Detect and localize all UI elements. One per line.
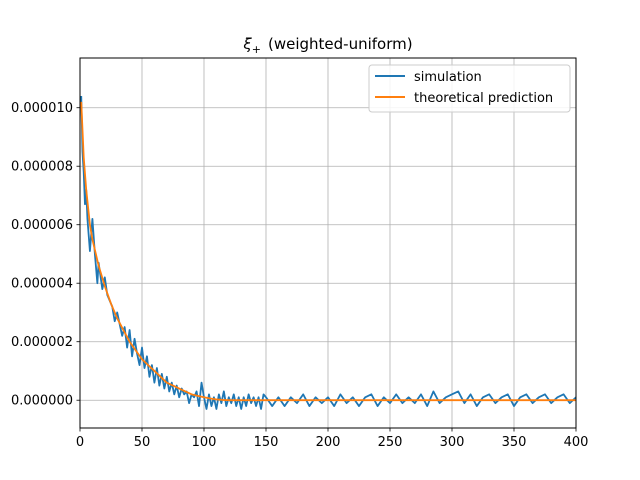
y-tick-label: 0.000002 <box>11 335 73 350</box>
y-axis: 0.000000 0.000002 0.000004 0.000006 0.000008… <box>11 101 80 409</box>
legend-label-theoretical: theoretical prediction <box>414 91 553 106</box>
legend: simulation theoretical prediction <box>368 64 571 113</box>
x-tick-label: 150 <box>254 435 279 450</box>
y-tick-label: 0.000006 <box>11 218 73 233</box>
x-tick-label: 200 <box>316 435 341 450</box>
x-tick-label: 300 <box>440 435 465 450</box>
legend-box <box>368 64 571 113</box>
x-tick-label: 50 <box>134 435 151 450</box>
title-symbol: ξ <box>242 35 252 53</box>
x-tick-label: 400 <box>564 435 589 450</box>
title-subscript: + <box>252 43 261 56</box>
theoretical-prediction-line <box>80 101 576 402</box>
chart-title: ξ+ (weighted-uniform) <box>242 35 412 56</box>
x-tick-label: 0 <box>76 435 84 450</box>
title-rest: (weighted-uniform) <box>268 35 413 53</box>
series-layer <box>80 95 576 410</box>
x-tick-label: 350 <box>502 435 527 450</box>
x-tick-label: 250 <box>378 435 403 450</box>
y-tick-label: 0.000008 <box>11 160 73 175</box>
x-axis: 0 50 100 150 200 250 300 350 400 <box>76 428 589 450</box>
y-tick-label: 0.000004 <box>11 277 73 292</box>
y-tick-label: 0.000000 <box>11 394 73 409</box>
y-tick-label: 0.000010 <box>11 101 73 116</box>
legend-label-simulation: simulation <box>414 70 482 85</box>
x-tick-label: 100 <box>192 435 217 450</box>
